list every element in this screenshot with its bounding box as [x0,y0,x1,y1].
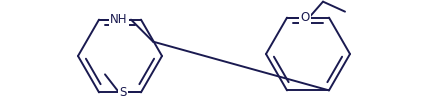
Text: NH: NH [110,13,128,26]
Text: S: S [119,86,127,99]
Text: O: O [300,11,310,24]
